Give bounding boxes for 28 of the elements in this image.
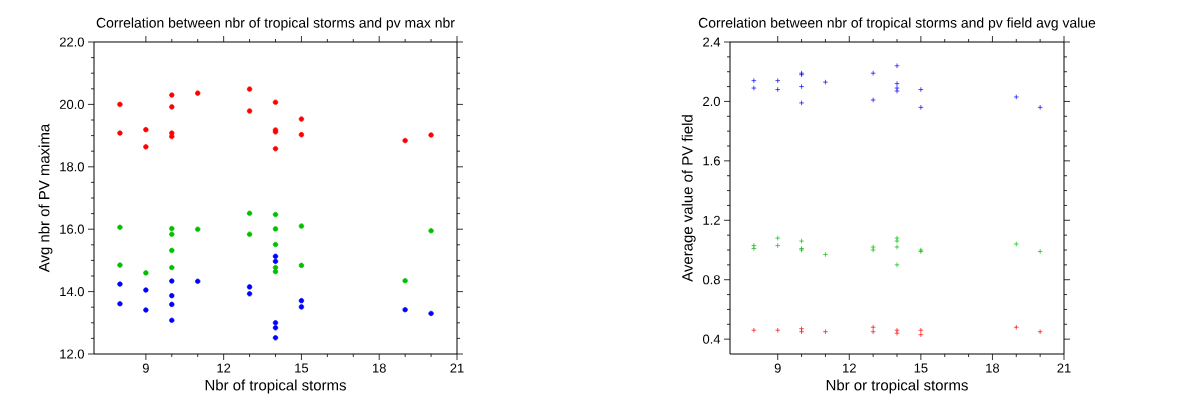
y-tick-label: 0.8 (702, 275, 720, 285)
x-tick-label: 18 (373, 363, 386, 373)
x-tick-label: 9 (774, 363, 781, 373)
y-axis-title: Avg nbr of PV maxima (38, 123, 53, 273)
x-tick-label: 9 (142, 363, 149, 373)
y-tick-label: 1.6 (703, 156, 720, 166)
x-tick-label: 12 (217, 363, 231, 373)
x-tick-label: 21 (450, 363, 464, 373)
chart-title: Correlation between nbr of tropical storms and pv max nbr (96, 17, 455, 31)
x-tick-label: 18 (986, 363, 1000, 373)
x-tick-label: 15 (295, 363, 309, 373)
x-axis-title: Nbr or tropical storms (826, 379, 968, 394)
y-tick-label: 16.0 (60, 224, 84, 234)
y-tick-label: 14.0 (60, 287, 84, 297)
y-tick-label: 2.4 (703, 37, 721, 47)
x-tick-label: 21 (1057, 363, 1071, 373)
x-tick-label: 15 (914, 363, 928, 373)
chart-title: Correlation between nbr of tropical storms and pv field avg value (698, 17, 1096, 31)
x-axis-title: Nbr of tropical storms (205, 379, 346, 394)
y-tick-label: 0.4 (702, 334, 721, 344)
y-tick-label: 1.2 (703, 215, 720, 225)
x-tick-label: 12 (843, 363, 856, 373)
y-tick-label: 12.0 (60, 349, 84, 359)
y-tick-label: 2.0 (703, 96, 720, 107)
y-tick-label: 22.0 (59, 37, 84, 47)
y-axis-title: Average value of PV field (681, 115, 696, 282)
y-tick-label: 20.0 (59, 99, 84, 109)
y-tick-label: 18.0 (60, 162, 84, 172)
